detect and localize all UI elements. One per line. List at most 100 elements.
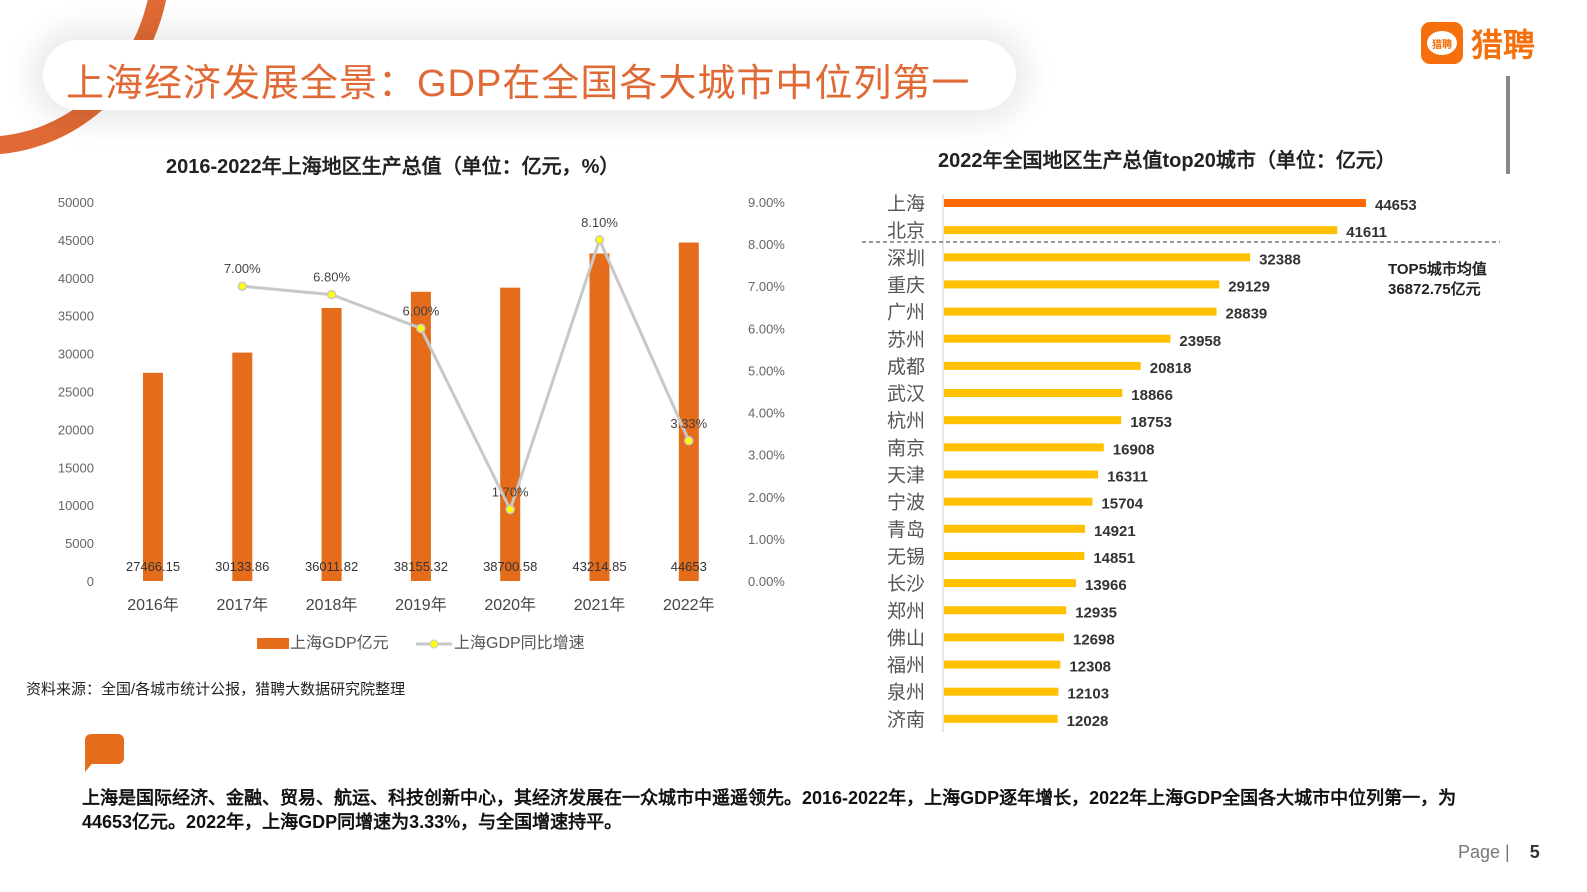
city-value-label: 28839 [1226,306,1268,323]
y-tick-label: 25000 [58,385,94,400]
city-label: 上海 [887,193,925,215]
city-value-label: 41611 [1346,224,1387,241]
gdp-bar [589,253,610,581]
growth-point [416,323,426,334]
city-bar [944,280,1220,289]
city-value-label: 20818 [1150,360,1192,377]
legend-line-label: 上海GDP同比增速 [454,634,585,652]
growth-line [242,235,691,514]
city-value-label: 14921 [1094,523,1136,540]
logo: 猎聘 猎聘 [1421,20,1535,66]
city-label: 长沙 [887,573,925,595]
y2-tick-label: 9.00% [748,195,785,210]
y-tick-label: 40000 [58,271,94,286]
page-title: 上海经济发展全景：GDP在全国各大城市中位列第一 [66,63,971,105]
logo-icon-text: 猎聘 [1427,31,1457,55]
gdp-bar [321,308,342,581]
city-bar [944,226,1338,235]
gdp-bar [678,242,699,581]
city-bar [944,334,1171,343]
y2-tick-label: 5.00% [748,363,785,378]
y2-tick-label: 0.00% [748,574,785,589]
annotation-line2: 36872.75亿元 [1388,280,1481,298]
city-bar [944,497,1093,506]
city-label: 武汉 [887,383,925,405]
city-label: 杭州 [887,410,925,432]
city-label: 青岛 [887,519,925,541]
city-label: 深圳 [887,247,925,269]
x-tick-label: 2022年 [663,596,715,614]
city-label: 无锡 [887,546,925,568]
divider [1506,76,1510,174]
city-bar [944,307,1217,316]
y-tick-label: 0 [87,574,94,589]
city-label: 南京 [887,437,925,459]
y2-tick-label: 8.00% [748,237,785,252]
logo-text: 猎聘 [1471,27,1536,63]
gdp-bar [410,291,431,581]
city-bar [944,361,1141,370]
city-bar [944,579,1076,588]
city-bar [944,199,1366,207]
gdp-value-label: 44653 [671,559,707,574]
legend-bar-swatch [257,638,289,649]
city-bar [944,687,1059,696]
x-tick-label: 2017年 [216,596,268,614]
city-value-label: 12935 [1075,604,1117,621]
y2-tick-label: 2.00% [748,490,785,505]
city-bar [944,714,1058,723]
city-label: 济南 [887,709,925,731]
x-tick-label: 2020年 [484,596,536,614]
city-value-label: 13966 [1085,577,1127,594]
summary-text: 上海是国际经济、金融、贸易、航运、科技创新中心，其经济发展在一众城市中遥遥领先。… [82,788,1457,832]
city-label: 天津 [887,465,925,487]
y-tick-label: 10000 [58,498,94,513]
city-bar [944,416,1122,425]
growth-point [237,281,248,291]
city-value-label: 12028 [1067,713,1109,730]
growth-point [326,289,337,300]
y-tick-label: 5000 [65,536,94,551]
y-tick-label: 30000 [58,347,94,362]
growth-point [684,436,694,446]
top20-city-chart: 上海 44653 北京 41611 深圳 32388 重庆 29129 广州 28839 苏州 239… [862,193,1500,732]
title-banner [43,40,1016,110]
city-bar [944,660,1061,669]
city-value-label: 12698 [1073,631,1115,648]
city-value-label: 44653 [1375,197,1417,214]
city-bar [944,443,1104,452]
speech-bubble-icon [85,734,124,772]
city-bar [944,551,1085,560]
city-bar [944,524,1086,533]
legend-line-marker [429,639,439,649]
annotation-line1: TOP5城市均值 [1388,260,1487,278]
city-value-label: 12103 [1067,686,1109,703]
city-bar [944,389,1123,398]
city-value-label: 32388 [1259,251,1301,268]
city-value-label: 29129 [1228,278,1270,295]
gdp-bar [232,352,253,581]
growth-label: 6.80% [313,270,350,285]
growth-label: 8.10% [581,215,618,230]
y-tick-label: 45000 [58,233,94,248]
gdp-bar [143,372,163,581]
gdp-value-label: 36011.82 [305,559,358,574]
growth-point [505,504,515,515]
city-value-label: 16908 [1113,441,1155,458]
x-tick-label: 2019年 [395,596,447,614]
city-label: 广州 [887,302,925,324]
gdp-bar [500,287,521,581]
growth-label: 6.00% [402,303,439,318]
gdp-value-label: 38155.32 [394,559,448,574]
city-label: 福州 [887,655,925,677]
city-value-label: 18753 [1130,414,1172,431]
city-value-label: 23958 [1179,333,1221,350]
gdp-value-label: 27466.15 [126,559,180,574]
city-value-label: 14851 [1093,550,1135,567]
page-label: Page | [1458,842,1510,862]
x-tick-label: 2016年 [127,596,179,614]
growth-label: 7.00% [224,261,261,276]
gdp-value-label: 30133.86 [215,559,269,574]
city-bar [944,253,1251,262]
gdp-combo-chart: 0 5000 10000 15000 20000 25000 30000 35000 40000… [58,195,785,652]
